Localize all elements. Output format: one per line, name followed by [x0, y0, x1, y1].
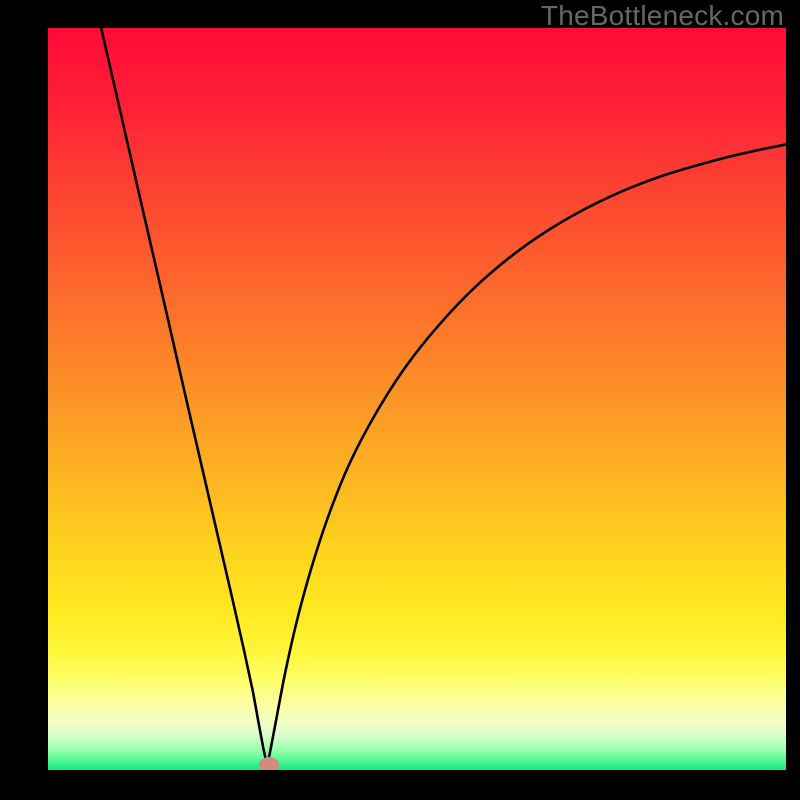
curve-left-branch: [101, 28, 267, 766]
frame-right: [786, 0, 800, 800]
plot-area: [48, 28, 786, 770]
notch-marker: [259, 757, 279, 770]
bottleneck-curve: [48, 28, 786, 770]
frame-bottom: [0, 770, 800, 800]
curve-right-branch: [267, 144, 786, 765]
frame-left: [0, 0, 48, 800]
